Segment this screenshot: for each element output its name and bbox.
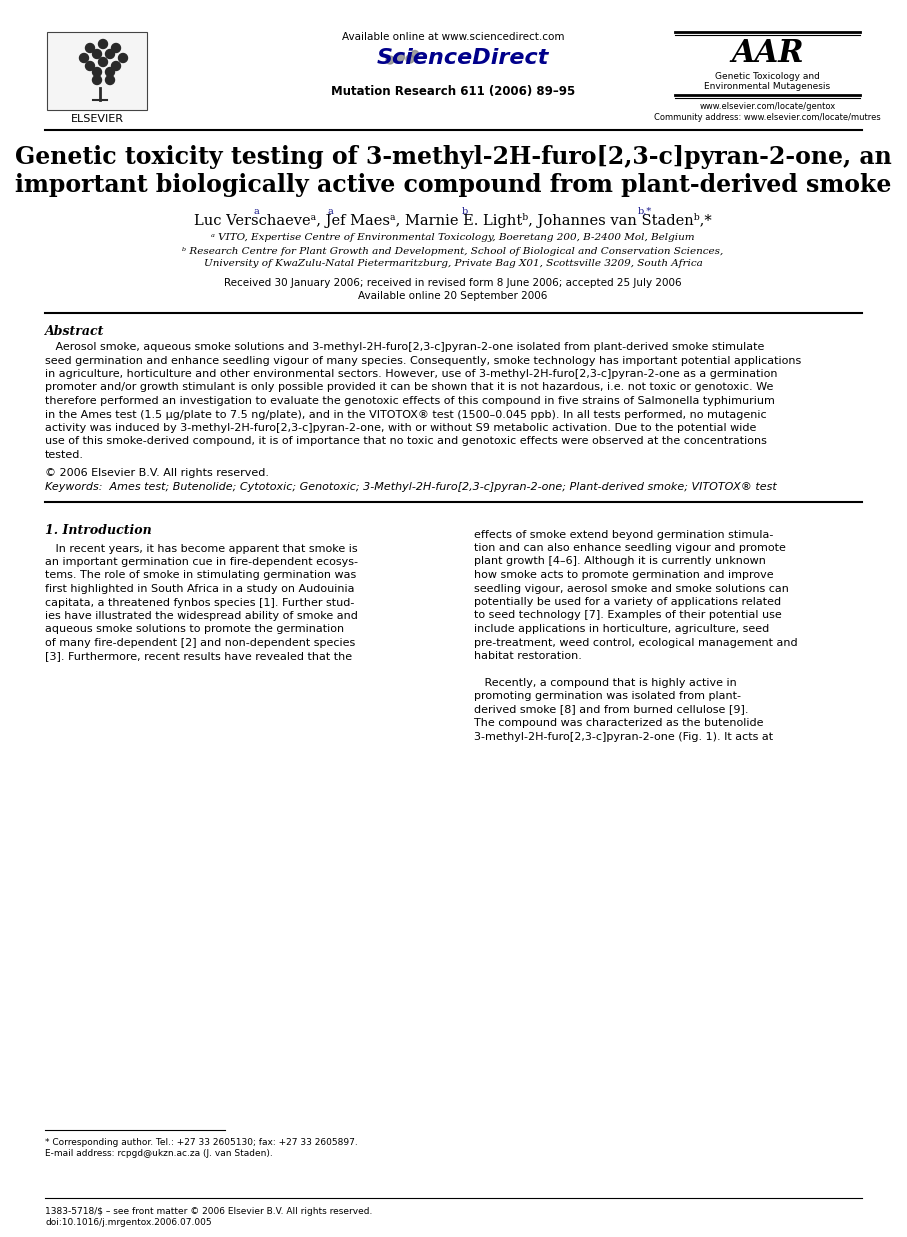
Text: a: a <box>327 207 333 216</box>
Text: an important germination cue in fire-dependent ecosys-: an important germination cue in fire-dep… <box>45 557 358 567</box>
Text: 1383-5718/$ – see front matter © 2006 Elsevier B.V. All rights reserved.: 1383-5718/$ – see front matter © 2006 El… <box>45 1207 373 1216</box>
Text: pre-treatment, weed control, ecological management and: pre-treatment, weed control, ecological … <box>474 637 797 647</box>
Text: University of KwaZulu-Natal Pietermaritzburg, Private Bag X01, Scottsville 3209,: University of KwaZulu-Natal Pietermaritz… <box>204 259 702 268</box>
Text: activity was induced by 3-methyl-2H-furo[2,3-c]pyran-2-one, with or without S9 m: activity was induced by 3-methyl-2H-furo… <box>45 423 756 433</box>
Text: tems. The role of smoke in stimulating germination was: tems. The role of smoke in stimulating g… <box>45 570 356 580</box>
Text: Luc Verschaeveᵃ, Jef Maesᵃ, Marnie E. Lightᵇ, Johannes van Stadenᵇ,*: Luc Verschaeveᵃ, Jef Maesᵃ, Marnie E. Li… <box>194 213 712 228</box>
Text: promoter and/or growth stimulant is only possible provided it can be shown that : promoter and/or growth stimulant is only… <box>45 382 774 392</box>
Circle shape <box>105 49 114 58</box>
Text: b: b <box>462 207 468 216</box>
Text: Genetic toxicity testing of 3-methyl-2⁠​H​-furo[2,3-c]pyran-2-one, an: Genetic toxicity testing of 3-methyl-2⁠​… <box>15 145 892 169</box>
Circle shape <box>93 68 102 77</box>
Text: In recent years, it has become apparent that smoke is: In recent years, it has become apparent … <box>45 543 357 553</box>
Circle shape <box>99 40 108 48</box>
Text: Recently, a compound that is highly active in: Recently, a compound that is highly acti… <box>474 678 736 688</box>
Circle shape <box>112 43 121 52</box>
Text: tested.: tested. <box>45 450 84 460</box>
Text: potentially be used for a variety of applications related: potentially be used for a variety of app… <box>474 597 781 607</box>
Text: ᵇ Research Centre for Plant Growth and Development, School of Biological and Con: ᵇ Research Centre for Plant Growth and D… <box>182 247 724 256</box>
Circle shape <box>105 75 114 84</box>
Text: Available online at www.sciencedirect.com: Available online at www.sciencedirect.co… <box>342 32 564 42</box>
Text: Genetic Toxicology and: Genetic Toxicology and <box>715 72 820 80</box>
Text: E-mail address: rcpgd@ukzn.ac.za (J. van Staden).: E-mail address: rcpgd@ukzn.ac.za (J. van… <box>45 1149 273 1158</box>
Circle shape <box>395 52 405 62</box>
Text: Community address: www.elsevier.com/locate/mutres: Community address: www.elsevier.com/loca… <box>654 113 881 122</box>
Text: to seed technology [7]. Examples of their potential use: to seed technology [7]. Examples of thei… <box>474 611 782 621</box>
Circle shape <box>112 62 121 71</box>
Text: Keywords:  Ames test; Butenolide; Cytotoxic; Genotoxic; 3-Methyl-2H-furo[2,3-c]p: Keywords: Ames test; Butenolide; Cytotox… <box>45 481 776 491</box>
Circle shape <box>93 75 102 84</box>
Text: seedling vigour, aerosol smoke and smoke solutions can: seedling vigour, aerosol smoke and smoke… <box>474 584 789 594</box>
Circle shape <box>85 43 94 52</box>
Text: ELSEVIER: ELSEVIER <box>71 114 123 124</box>
Text: doi:10.1016/j.mrgentox.2006.07.005: doi:10.1016/j.mrgentox.2006.07.005 <box>45 1218 211 1227</box>
Text: ScienceDirect: ScienceDirect <box>376 48 549 68</box>
Text: * Corresponding author. Tel.: +27 33 2605130; fax: +27 33 2605897.: * Corresponding author. Tel.: +27 33 260… <box>45 1138 357 1147</box>
Text: www.elsevier.com/locate/gentox: www.elsevier.com/locate/gentox <box>699 101 835 111</box>
Text: tion and can also enhance seedling vigour and promote: tion and can also enhance seedling vigou… <box>474 543 785 553</box>
Text: [3]. Furthermore, recent results have revealed that the: [3]. Furthermore, recent results have re… <box>45 652 352 662</box>
Text: include applications in horticulture, agriculture, seed: include applications in horticulture, ag… <box>474 623 769 635</box>
Text: 3-methyl-2H-furo[2,3-c]pyran-2-one (Fig. 1). It acts at: 3-methyl-2H-furo[2,3-c]pyran-2-one (Fig.… <box>474 731 773 741</box>
Text: © 2006 Elsevier B.V. All rights reserved.: © 2006 Elsevier B.V. All rights reserved… <box>45 468 269 477</box>
Text: plant growth [4–6]. Although it is currently unknown: plant growth [4–6]. Although it is curre… <box>474 557 766 567</box>
Circle shape <box>80 53 89 63</box>
Text: derived smoke [8] and from burned cellulose [9].: derived smoke [8] and from burned cellul… <box>474 705 748 715</box>
Circle shape <box>105 68 114 77</box>
Text: therefore performed an investigation to evaluate the genotoxic effects of this c: therefore performed an investigation to … <box>45 396 775 406</box>
Text: ᵃ VITO, Expertise Centre of Environmental Toxicology, Boeretang 200, B-2400 Mol,: ᵃ VITO, Expertise Centre of Environmenta… <box>211 233 695 242</box>
Circle shape <box>406 54 414 63</box>
Text: of many fire-dependent [2] and non-dependent species: of many fire-dependent [2] and non-depen… <box>45 638 356 648</box>
Text: Received 30 January 2006; received in revised form 8 June 2006; accepted 25 July: Received 30 January 2006; received in re… <box>224 278 682 288</box>
Text: important biologically active compound from plant-derived smoke: important biologically active compound f… <box>15 173 892 197</box>
Text: effects of smoke extend beyond germination stimula-: effects of smoke extend beyond germinati… <box>474 529 774 539</box>
Circle shape <box>93 49 102 58</box>
Text: The compound was characterized as the butenolide: The compound was characterized as the bu… <box>474 717 764 729</box>
Text: Available online 20 September 2006: Available online 20 September 2006 <box>358 291 548 301</box>
Text: a: a <box>253 207 258 216</box>
Circle shape <box>99 57 108 67</box>
Bar <box>47 32 147 110</box>
Text: in agriculture, horticulture and other environmental sectors. However, use of 3-: in agriculture, horticulture and other e… <box>45 369 777 379</box>
Text: b,*: b,* <box>638 207 652 216</box>
Text: AAR: AAR <box>731 38 804 69</box>
Text: in the Ames test (1.5 μg/plate to 7.5 ng/plate), and in the VITOTOX® test (1500–: in the Ames test (1.5 μg/plate to 7.5 ng… <box>45 409 766 419</box>
Circle shape <box>386 56 394 64</box>
Text: how smoke acts to promote germination and improve: how smoke acts to promote germination an… <box>474 570 774 580</box>
Text: promoting germination was isolated from plant-: promoting germination was isolated from … <box>474 691 741 701</box>
Text: first highlighted in South Africa in a study on Audouinia: first highlighted in South Africa in a s… <box>45 584 355 594</box>
Text: capitata, a threatened fynbos species [1]. Further stud-: capitata, a threatened fynbos species [1… <box>45 597 355 607</box>
Text: Aerosol smoke, aqueous smoke solutions and 3-methyl-2H-furo[2,3-c]pyran-2-one is: Aerosol smoke, aqueous smoke solutions a… <box>45 341 765 353</box>
Circle shape <box>119 53 128 63</box>
Text: aqueous smoke solutions to promote the germination: aqueous smoke solutions to promote the g… <box>45 625 344 635</box>
Text: habitat restoration.: habitat restoration. <box>474 651 582 661</box>
Text: Abstract: Abstract <box>45 325 104 338</box>
Text: ies have illustrated the widespread ability of smoke and: ies have illustrated the widespread abil… <box>45 611 358 621</box>
Text: Environmental Mutagenesis: Environmental Mutagenesis <box>705 82 831 92</box>
Text: 1. Introduction: 1. Introduction <box>45 523 151 537</box>
Text: use of this smoke-derived compound, it is of importance that no toxic and genoto: use of this smoke-derived compound, it i… <box>45 437 767 447</box>
Circle shape <box>412 51 418 57</box>
Circle shape <box>85 62 94 71</box>
Text: seed germination and enhance seedling vigour of many species. Consequently, smok: seed germination and enhance seedling vi… <box>45 355 801 365</box>
Text: Mutation Research 611 (2006) 89–95: Mutation Research 611 (2006) 89–95 <box>331 85 575 98</box>
